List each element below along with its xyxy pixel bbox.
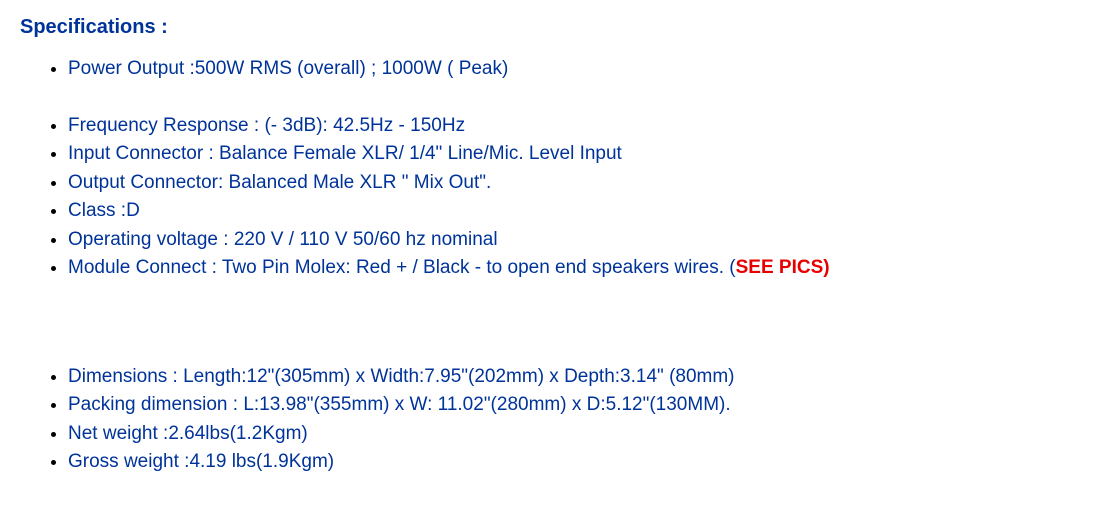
spec-value: Two Pin Molex: Red + / Black - to open e… [217, 257, 736, 278]
spec-value: (- 3dB): 42.5Hz - 150Hz [259, 115, 465, 136]
spec-label: Class : [68, 200, 126, 221]
spec-label: Power Output : [68, 58, 195, 79]
spec-item: Net weight :2.64lbs(1.2Kgm) [68, 420, 1074, 449]
spec-label: Net weight : [68, 423, 168, 444]
spec-item: Frequency Response : (- 3dB): 42.5Hz - 1… [68, 112, 1074, 141]
spec-label: Module Connect : [68, 257, 217, 278]
spec-item: Power Output :500W RMS (overall) ; 1000W… [68, 55, 1074, 84]
spec-value: 2.64lbs(1.2Kgm) [168, 423, 307, 444]
spec-label: Gross weight : [68, 451, 189, 472]
spec-item: Dimensions : Length:12"(305mm) x Width:7… [68, 363, 1074, 392]
spec-value: Balanced Male XLR " Mix Out". [223, 172, 491, 193]
spec-value: Length:12"(305mm) x Width:7.95"(202mm) x… [178, 366, 735, 387]
spec-item: Class :D [68, 197, 1074, 226]
spec-value: Balance Female XLR/ 1/4" Line/Mic. Level… [214, 143, 622, 164]
spec-label: Frequency Response : [68, 115, 259, 136]
spec-item: Gross weight :4.19 lbs(1.9Kgm) [68, 448, 1074, 477]
spec-item: Input Connector : Balance Female XLR/ 1/… [68, 140, 1074, 169]
spec-label: Packing dimension : [68, 394, 238, 415]
spec-item: Module Connect : Two Pin Molex: Red + / … [68, 254, 1074, 283]
spec-label: Dimensions : [68, 366, 178, 387]
spacer [68, 283, 1074, 363]
spec-label: Output Connector: [68, 172, 223, 193]
spec-label: Input Connector : [68, 143, 214, 164]
spec-item: Output Connector: Balanced Male XLR " Mi… [68, 169, 1074, 198]
spec-list: Power Output :500W RMS (overall) ; 1000W… [20, 55, 1074, 477]
spec-emphasis: SEE PICS) [736, 257, 830, 278]
spec-value: 4.19 lbs(1.9Kgm) [189, 451, 334, 472]
page-title: Specifications : [20, 16, 1074, 39]
spec-value: 500W RMS (overall) ; 1000W ( Peak) [195, 58, 509, 79]
spec-value: D [126, 200, 140, 221]
spacer [68, 84, 1074, 112]
spec-value: 220 V / 110 V 50/60 hz nominal [229, 229, 498, 250]
spec-value: L:13.98"(355mm) x W: 11.02"(280mm) x D:5… [238, 394, 731, 415]
spec-item: Operating voltage : 220 V / 110 V 50/60 … [68, 226, 1074, 255]
spec-label: Operating voltage : [68, 229, 229, 250]
spec-item: Packing dimension : L:13.98"(355mm) x W:… [68, 391, 1074, 420]
